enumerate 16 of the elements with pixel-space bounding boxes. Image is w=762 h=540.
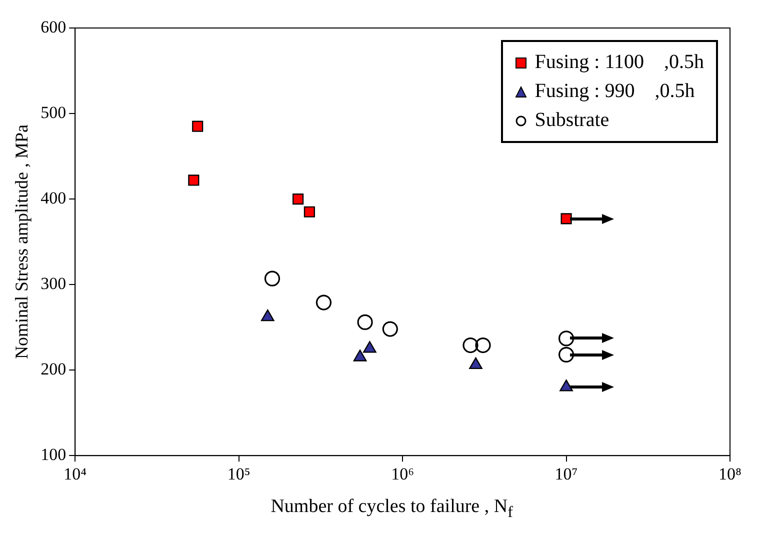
legend-label: Fusing : 990 ,0.5h xyxy=(534,79,696,104)
legend-label: Fusing : 1100 ,0.5h xyxy=(534,50,704,75)
y-tick-label: 100 xyxy=(40,445,66,464)
x-tick-label: 10⁴ xyxy=(64,464,87,484)
y-tick-label: 200 xyxy=(40,360,66,379)
y-tick-label: 300 xyxy=(40,274,66,294)
y-axis-title: Nominal Stress amplitude , MPa xyxy=(12,124,32,360)
x-tick-label: 10⁶ xyxy=(391,464,414,484)
legend-label: Substrate xyxy=(534,108,610,133)
y-tick-label: 600 xyxy=(40,17,66,36)
x-tick-label: 10⁸ xyxy=(718,464,742,484)
x-tick-label: 10⁵ xyxy=(227,464,250,484)
x-tick-label: 10⁷ xyxy=(554,464,578,484)
y-tick-label: 500 xyxy=(40,102,66,122)
x-axis-title: Number of cycles to failure , N$_{f}$ xyxy=(270,496,514,522)
y-tick-label: 400 xyxy=(40,188,66,208)
